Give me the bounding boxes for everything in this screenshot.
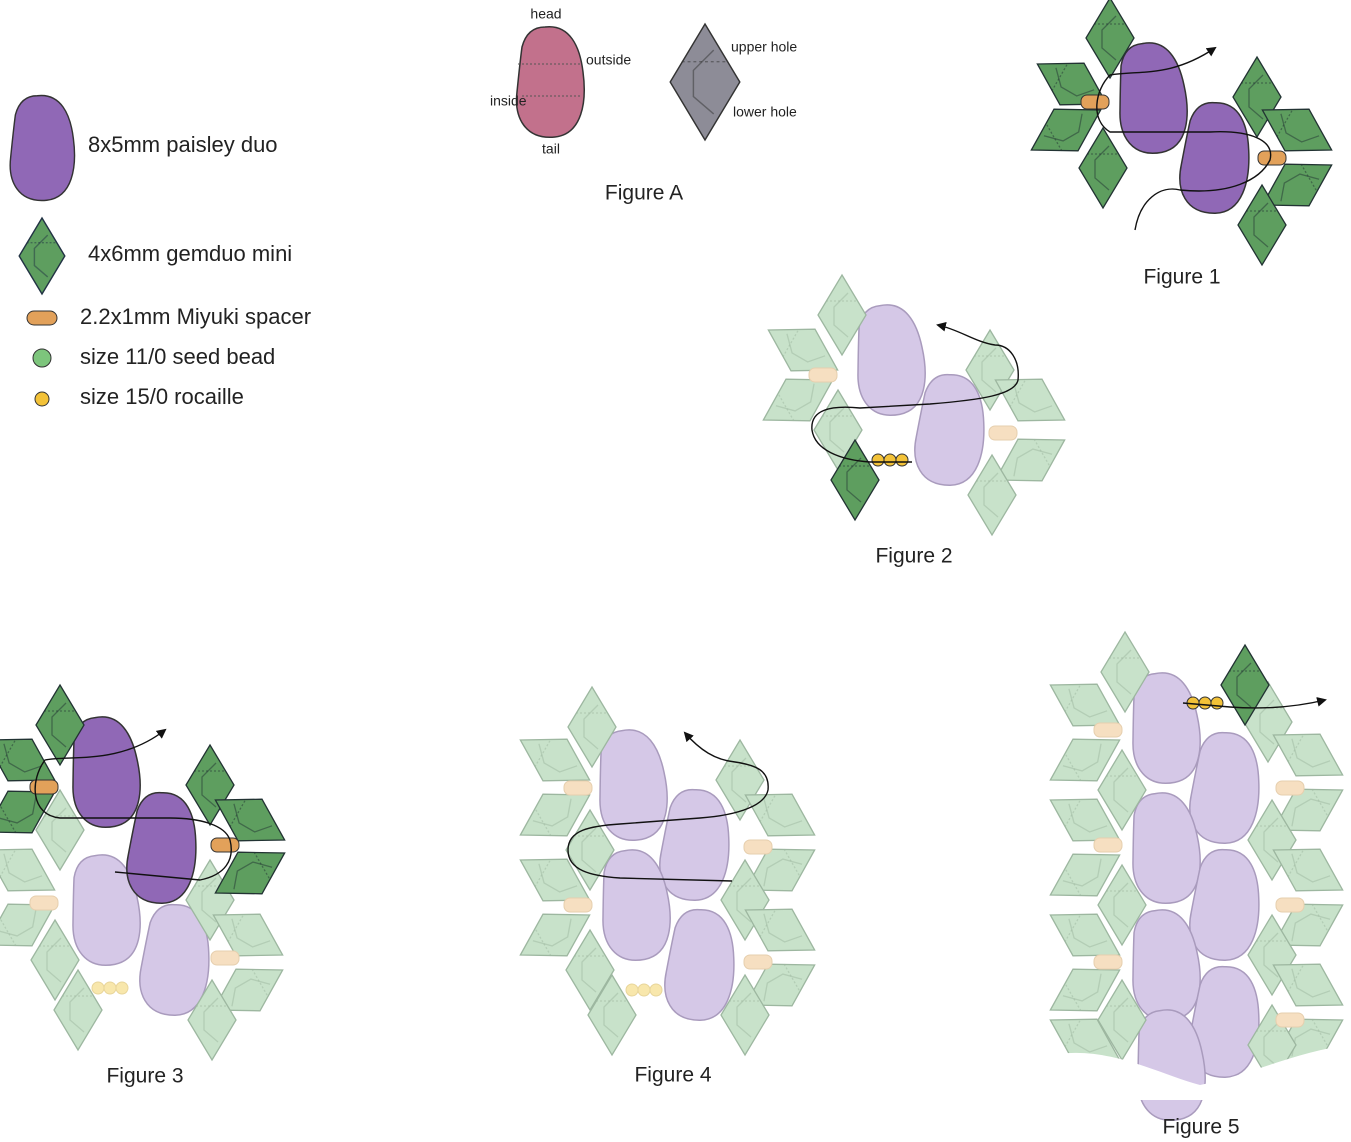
rocaille-icon bbox=[34, 391, 50, 407]
paisley-icon bbox=[9, 94, 76, 202]
label: inside bbox=[490, 93, 527, 109]
rocaille-bead bbox=[871, 453, 885, 467]
thread bbox=[34, 728, 232, 881]
paisley-bead bbox=[1176, 99, 1255, 217]
figure-caption: Figure 2 bbox=[875, 545, 952, 568]
thread bbox=[1182, 697, 1327, 709]
rocaille-bead bbox=[91, 981, 105, 995]
spacer-bead bbox=[1093, 837, 1123, 853]
paisley-bead bbox=[1113, 39, 1192, 157]
label: head bbox=[530, 6, 561, 22]
fade-mask bbox=[1040, 1045, 1351, 1100]
legend-label: size 15/0 rocaille bbox=[80, 384, 244, 409]
spacer-bead bbox=[808, 367, 838, 383]
spacer-bead bbox=[210, 950, 240, 966]
legend-label: 8x5mm paisley duo bbox=[88, 132, 278, 157]
legend: 8x5mm paisley duo 4x6mm gemduo mini 2.2x… bbox=[9, 94, 311, 409]
label: upper hole bbox=[731, 39, 797, 55]
spacer-bead bbox=[1093, 954, 1123, 970]
legend-label: size 11/0 seed bead bbox=[80, 344, 275, 369]
spacer-bead bbox=[210, 837, 240, 853]
paisley-bead bbox=[656, 786, 735, 904]
rocaille-bead bbox=[649, 983, 663, 997]
spacer-bead bbox=[988, 425, 1018, 441]
figure-caption: Figure 3 bbox=[106, 1065, 183, 1088]
rocaille-bead bbox=[115, 981, 129, 995]
label: outside bbox=[586, 52, 631, 68]
spacer-bead bbox=[29, 779, 59, 795]
spacer-bead bbox=[563, 897, 593, 913]
spacer-bead bbox=[563, 780, 593, 796]
spacer-bead bbox=[29, 895, 59, 911]
gem-shape bbox=[669, 23, 741, 141]
legend-label: 2.2x1mm Miyuki spacer bbox=[80, 304, 311, 329]
figure-caption: Figure 4 bbox=[634, 1064, 711, 1087]
thread bbox=[1096, 46, 1272, 231]
figure-caption: Figure 5 bbox=[1162, 1116, 1239, 1139]
paisley-shape bbox=[515, 25, 585, 139]
rocaille-bead bbox=[883, 453, 897, 467]
threads bbox=[34, 46, 1327, 882]
rocaille-bead bbox=[895, 453, 909, 467]
spacer-bead bbox=[1275, 1012, 1305, 1028]
rocaille-bead bbox=[637, 983, 651, 997]
spacer-bead bbox=[1275, 780, 1305, 796]
spacer-bead bbox=[1275, 897, 1305, 913]
legend-label: 4x6mm gemduo mini bbox=[88, 241, 292, 266]
seed-bead-icon bbox=[32, 348, 52, 368]
spacer-bead bbox=[1257, 150, 1287, 166]
spacer-bead bbox=[743, 839, 773, 855]
thread bbox=[811, 321, 1019, 463]
rocaille-bead bbox=[103, 981, 117, 995]
rocaille-bead bbox=[1198, 696, 1212, 710]
label: lower hole bbox=[733, 104, 797, 120]
figure-caption: Figure 1 bbox=[1143, 266, 1220, 289]
label: tail bbox=[542, 141, 560, 157]
thread bbox=[567, 731, 769, 882]
rocaille-bead bbox=[1210, 696, 1224, 710]
spacer-icon bbox=[26, 310, 58, 326]
figure-caption: Figure A bbox=[605, 182, 683, 205]
figure-a: head outside inside tail upper hole lowe… bbox=[490, 6, 797, 205]
spacer-bead bbox=[1093, 722, 1123, 738]
gem-bead bbox=[1078, 127, 1128, 209]
spacer-bead bbox=[1080, 94, 1110, 110]
gem-icon bbox=[18, 217, 66, 295]
rocaille-bead bbox=[625, 983, 639, 997]
spacer-bead bbox=[743, 954, 773, 970]
